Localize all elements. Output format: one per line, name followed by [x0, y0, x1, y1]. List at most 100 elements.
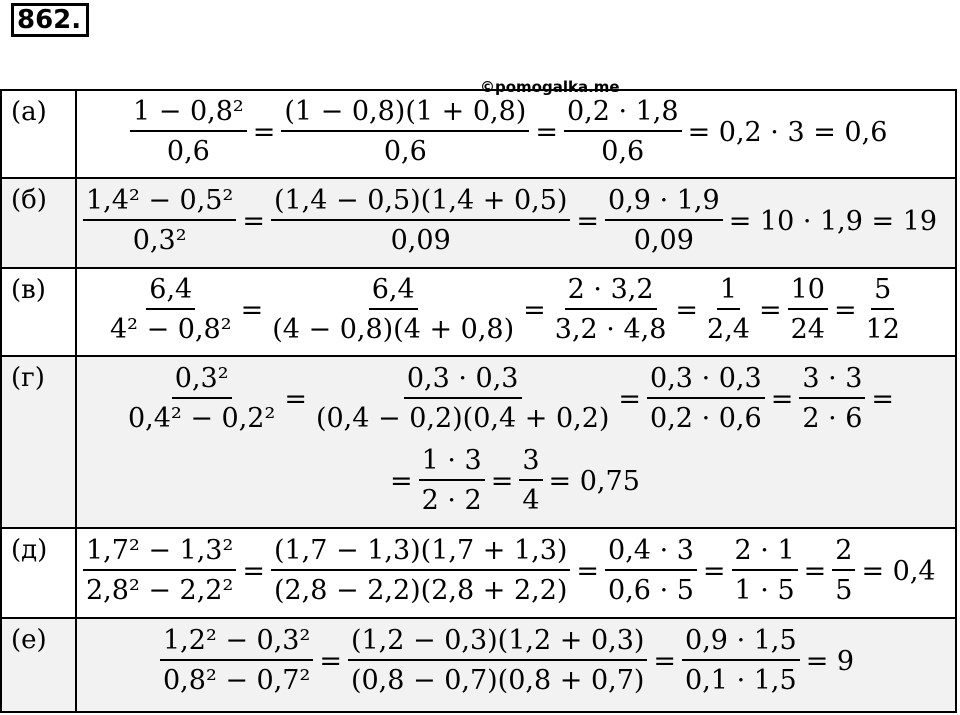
denominator: (0,4 − 0,2)(0,4 + 0,2)	[315, 403, 610, 434]
equation-text: =	[770, 383, 794, 415]
fraction: (1,7 − 1,3)(1,7 + 1,3) (2,8 − 2,2)(2,8 + …	[270, 535, 571, 607]
fraction: 0,9 · 1,5 0,1 · 1,5	[682, 625, 800, 697]
row-a: (а) 1 − 0,8² 0,6 = (1 − 0,8)(1 + 0,8) 0,6 = 0,…	[2, 91, 955, 177]
numerator: 1 · 3	[418, 445, 485, 481]
solution-table: (а) 1 − 0,8² 0,6 = (1 − 0,8)(1 + 0,8) 0,6 = 0,…	[0, 89, 957, 713]
equation-text: =	[252, 116, 276, 148]
denominator: 1 · 5	[734, 575, 795, 606]
equation-text: = 0,75	[548, 465, 640, 497]
fraction: 1,2² − 0,3² 0,8² − 0,7²	[160, 625, 314, 697]
fraction: 0,9 · 1,9 0,09	[605, 185, 723, 257]
equation-text: =	[576, 205, 600, 237]
numerator: 0,9 · 1,5	[682, 625, 800, 661]
numerator: (1,7 − 1,3)(1,7 + 1,3)	[270, 535, 571, 571]
numerator: 0,4 · 3	[605, 535, 697, 571]
denominator: 0,6	[601, 136, 645, 167]
numerator: 10	[787, 274, 828, 310]
denominator: (2,8 − 2,2)(2,8 + 2,2)	[273, 575, 568, 606]
numerator: (1 − 0,8)(1 + 0,8)	[281, 96, 530, 132]
equation-text: =	[523, 294, 546, 326]
row-g: (г) 0,3² 0,4² − 0,2² = 0,3 · 0,3 (0,4 − 0,2)…	[2, 355, 955, 527]
denominator: 5	[835, 575, 853, 606]
equation-text: =	[490, 465, 514, 497]
fraction: (1 − 0,8)(1 + 0,8) 0,6	[281, 96, 530, 168]
denominator: 0,09	[633, 225, 694, 256]
numerator: 2	[832, 535, 856, 571]
numerator: 2 · 1	[731, 535, 798, 571]
row-label: (д)	[2, 529, 77, 617]
denominator: 2 · 2	[421, 485, 482, 516]
equation-text: =	[702, 555, 726, 587]
denominator: 12	[865, 314, 900, 345]
equation-text: =	[535, 116, 558, 148]
fraction: 6,4 (4 − 0,8)(4 + 0,8)	[269, 274, 517, 346]
equation-text: = 0,4	[861, 555, 936, 587]
equation-text: = 9	[805, 645, 855, 677]
equation-text: = 10 · 1,9 = 19	[728, 205, 938, 237]
fraction: 5 12	[863, 274, 903, 346]
row-label: (в)	[2, 269, 77, 355]
equation-text: =	[576, 555, 600, 587]
row-e: (е) 1,2² − 0,3² 0,8² − 0,7² = (1,2 − 0,3)(1…	[2, 617, 955, 711]
fraction: 1,4² − 0,5² 0,3²	[83, 185, 237, 257]
numerator: 5	[871, 274, 895, 310]
denominator: 24	[790, 314, 825, 345]
denominator: 3,2 · 4,8	[554, 314, 667, 345]
numerator: 0,9 · 1,9	[605, 185, 723, 221]
denominator: 0,2 · 0,6	[650, 403, 762, 434]
equation-text: =	[803, 555, 827, 587]
equation-text: =	[871, 383, 895, 415]
equation-text: = 0,2 · 3 = 0,6	[687, 116, 888, 148]
denominator: 2,8² − 2,2²	[86, 575, 234, 606]
equation-line: 1,7² − 1,3² 2,8² − 2,2² = (1,7 − 1,3)(1,7 +…	[80, 535, 939, 607]
denominator: 2,4	[707, 314, 750, 345]
equation-text: =	[242, 205, 265, 237]
numerator: 6,4	[368, 274, 418, 310]
fraction: 0,3 · 0,3 0,2 · 0,6	[647, 363, 765, 435]
equation-text: =	[653, 645, 677, 677]
fraction: 1 2,4	[704, 274, 753, 346]
denominator: 0,4² − 0,2²	[128, 403, 276, 434]
numerator: (1,4 − 0,5)(1,4 + 0,5)	[270, 185, 571, 221]
numerator: 3 · 3	[799, 363, 866, 399]
numerator: 1	[716, 274, 741, 310]
fraction: 1 · 3 2 · 2	[418, 445, 485, 517]
numerator: 0,3²	[171, 363, 232, 399]
numerator: 3	[519, 445, 543, 481]
equation-text: =	[242, 555, 265, 587]
equation-text: =	[390, 465, 413, 497]
row-d: (д) 1,7² − 1,3² 2,8² − 2,2² = (1,7 − 1,3)(1…	[2, 527, 955, 617]
fraction: 3 · 3 2 · 6	[799, 363, 866, 435]
numerator: 0,3 · 0,3	[403, 363, 522, 399]
denominator: 0,6 · 5	[608, 575, 694, 606]
equation-line: 1,2² − 0,3² 0,8² − 0,7² = (1,2 − 0,3)(1,2 +…	[157, 625, 857, 697]
denominator: 4² − 0,8²	[110, 314, 232, 345]
row-label: (е)	[2, 619, 77, 711]
equation-text: =	[319, 645, 342, 677]
equation-text: =	[284, 383, 307, 415]
equation-text: =	[618, 383, 642, 415]
fraction: 10 24	[787, 274, 828, 346]
numerator: 2 · 3,2	[564, 274, 657, 310]
fraction: 0,4 · 3 0,6 · 5	[605, 535, 697, 607]
denominator: 0,3²	[132, 225, 187, 256]
row-label: (б)	[2, 179, 77, 267]
fraction: 2 · 1 1 · 5	[731, 535, 798, 607]
denominator: 0,8² − 0,7²	[163, 665, 311, 696]
equation-text: =	[758, 294, 782, 326]
denominator: 2 · 6	[802, 403, 863, 434]
row-label: (г)	[2, 357, 77, 527]
equation-text: =	[240, 294, 264, 326]
equation-line: 1,4² − 0,5² 0,3² = (1,4 − 0,5)(1,4 + 0,5) 0,…	[80, 185, 940, 257]
watermark: ©pomogalka.me	[480, 78, 620, 96]
fraction: 1 − 0,8² 0,6	[130, 96, 247, 168]
fraction: 0,3 · 0,3 (0,4 − 0,2)(0,4 + 0,2)	[313, 363, 612, 435]
numerator: (1,2 − 0,3)(1,2 + 0,3)	[347, 625, 648, 661]
equation-line: 0,3² 0,4² − 0,2² = 0,3 · 0,3 (0,4 − 0,2)(0,4…	[122, 363, 897, 435]
equation-text: =	[833, 294, 857, 326]
numerator: 6,4	[146, 274, 196, 310]
fraction: 0,2 · 1,8 0,6	[563, 96, 682, 168]
